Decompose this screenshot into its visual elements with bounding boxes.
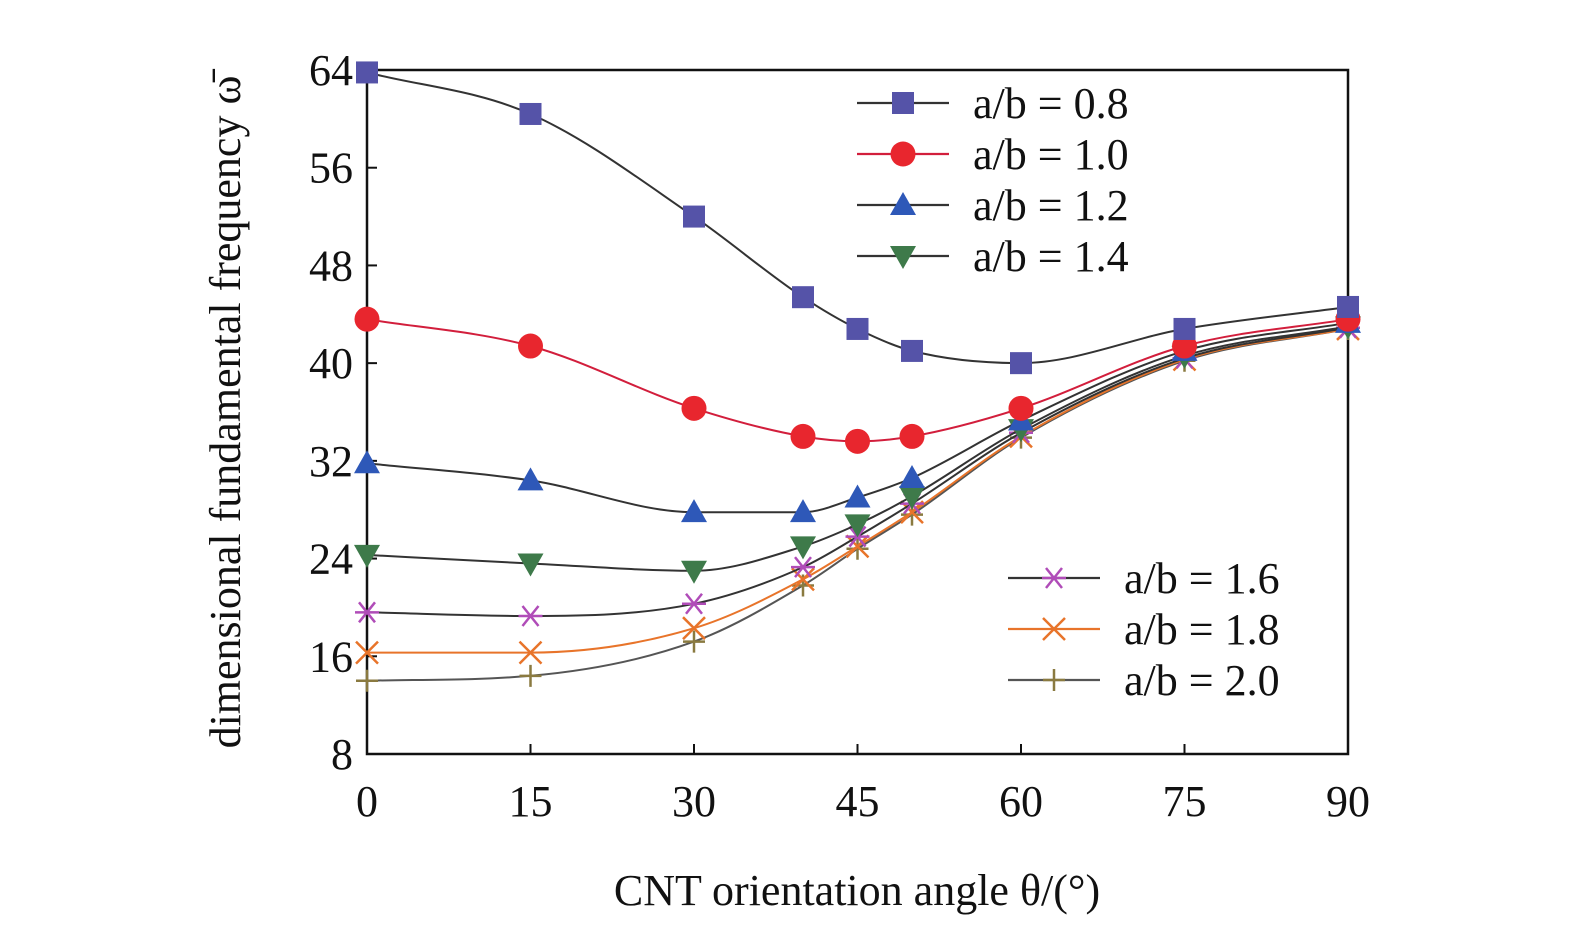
data-point xyxy=(1008,395,1034,421)
legend-label: a/b = 1.8 xyxy=(1124,605,1280,654)
legend-item: a/b = 1.6 xyxy=(1008,554,1280,603)
x-tick-label: 75 xyxy=(1163,777,1207,826)
data-point xyxy=(682,592,706,615)
legend-label: a/b = 1.6 xyxy=(1124,554,1280,603)
data-point xyxy=(354,306,380,332)
series-1 xyxy=(356,61,1359,375)
y-tick-label: 48 xyxy=(309,241,353,290)
data-point xyxy=(681,560,707,584)
legend-layer: a/b = 0.8a/b = 1.0a/b = 1.2a/b = 1.4 a/b … xyxy=(857,79,1280,705)
legend-marker xyxy=(890,246,916,269)
y-tick-label: 56 xyxy=(309,144,353,193)
x-tick-label: 60 xyxy=(999,777,1043,826)
data-point xyxy=(356,61,378,84)
y-tick-label: 8 xyxy=(331,730,353,779)
legend-item: a/b = 1.8 xyxy=(1008,605,1280,654)
data-point xyxy=(517,553,544,577)
data-point xyxy=(845,428,870,454)
data-point xyxy=(681,395,707,421)
data-point xyxy=(354,544,380,568)
data-point xyxy=(355,601,379,624)
data-point xyxy=(899,423,925,449)
data-point xyxy=(519,102,542,125)
y-tick-label: 40 xyxy=(309,339,353,388)
data-point xyxy=(790,536,816,560)
data-point xyxy=(790,499,816,523)
data-point xyxy=(1010,352,1032,375)
series-3 xyxy=(354,309,1361,523)
legend-item: a/b = 1.0 xyxy=(857,130,1129,179)
legend-marker xyxy=(1043,669,1065,691)
legend-item: a/b = 1.4 xyxy=(857,232,1129,281)
data-point xyxy=(682,616,706,641)
legend-label: a/b = 2.0 xyxy=(1124,656,1280,705)
axis-ticks: 0 15 30 45 60 75 90 8 16 24 32 40 48 56 64 xyxy=(309,46,1370,826)
data-point xyxy=(846,317,869,340)
data-point xyxy=(355,640,379,665)
data-point xyxy=(518,333,543,359)
data-point xyxy=(844,484,871,508)
data-point xyxy=(844,514,871,538)
data-point xyxy=(681,499,707,523)
data-point xyxy=(683,205,705,228)
legend-item: a/b = 2.0 xyxy=(1008,656,1280,705)
legend-label: a/b = 0.8 xyxy=(973,79,1129,128)
series-layer xyxy=(354,61,1361,692)
data-point xyxy=(792,286,814,309)
legend-label: a/b = 1.2 xyxy=(973,181,1129,230)
data-point xyxy=(899,464,925,488)
series-2 xyxy=(354,306,1361,454)
legend-item: a/b = 0.8 xyxy=(857,79,1129,128)
data-point xyxy=(683,630,705,653)
legend-marker xyxy=(892,92,914,114)
x-axis-label: CNT orientation angle θ/(°) xyxy=(614,866,1100,915)
legend-marker xyxy=(1042,567,1066,589)
data-point xyxy=(899,486,925,510)
y-tick-label: 24 xyxy=(309,535,353,584)
x-tick-label: 0 xyxy=(356,777,378,826)
legend-marker xyxy=(890,192,916,215)
data-point xyxy=(845,534,870,559)
data-point xyxy=(791,567,815,592)
data-point xyxy=(519,664,542,687)
data-point xyxy=(791,556,815,578)
x-tick-label: 45 xyxy=(836,777,880,826)
y-tick-label: 16 xyxy=(309,632,353,681)
x-tick-label: 30 xyxy=(672,777,716,826)
legend-label: a/b = 1.4 xyxy=(973,232,1129,281)
data-point xyxy=(790,423,816,449)
data-point xyxy=(354,450,380,474)
legend-label: a/b = 1.0 xyxy=(973,130,1129,179)
legend-marker xyxy=(1042,617,1066,641)
legend-marker xyxy=(890,141,916,167)
y-axis-label: dimensional fundamental frequency ω̄ xyxy=(201,69,250,749)
data-point xyxy=(901,339,923,362)
x-tick-label: 90 xyxy=(1326,777,1370,826)
y-tick-label: 64 xyxy=(309,46,353,95)
data-point xyxy=(518,640,543,665)
x-tick-label: 15 xyxy=(509,777,553,826)
legend-item: a/b = 1.2 xyxy=(857,181,1129,230)
data-point xyxy=(518,605,543,627)
data-point xyxy=(517,467,544,491)
data-point xyxy=(846,537,869,560)
data-point xyxy=(356,669,378,692)
y-tick-label: 32 xyxy=(309,437,353,486)
data-point xyxy=(1173,317,1196,340)
data-point xyxy=(1337,295,1359,318)
